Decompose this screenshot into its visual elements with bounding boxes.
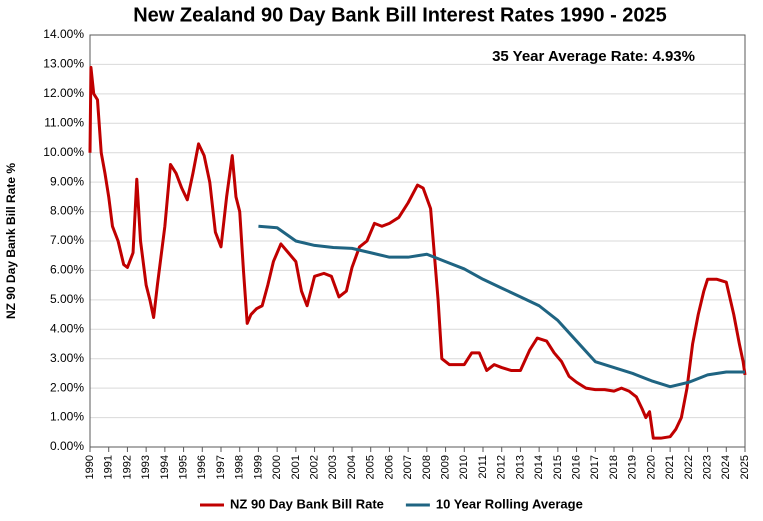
x-tick-label: 1991: [103, 455, 115, 479]
x-tick-label: 1990: [84, 455, 96, 479]
x-tick-label: 2003: [327, 455, 339, 479]
y-tick-label: 2.00%: [50, 380, 84, 394]
x-tick-label: 2008: [421, 455, 433, 479]
y-tick-label: 9.00%: [50, 174, 84, 188]
series-line: [258, 224, 745, 389]
x-tick-label: 2019: [627, 455, 639, 479]
x-tick-label: 1995: [177, 455, 189, 479]
plot-frame: [89, 34, 746, 448]
x-tick-label: 1993: [140, 455, 152, 479]
y-tick-label: 1.00%: [50, 410, 84, 424]
y-tick-label: 14.00%: [43, 27, 84, 41]
x-tick-label: 2014: [533, 455, 545, 479]
chart-title: New Zealand 90 Day Bank Bill Interest Ra…: [133, 4, 667, 26]
x-tick-label: 2022: [683, 455, 695, 479]
x-tick-label: 2020: [645, 455, 657, 479]
y-axis-label: NZ 90 Day Bank Bill Rate %: [4, 163, 18, 319]
y-tick-label: 12.00%: [43, 86, 84, 100]
x-tick-label: 1998: [234, 455, 246, 479]
y-tick-label: 5.00%: [50, 292, 84, 306]
x-tick-label: 2007: [402, 455, 414, 479]
x-tick-label: 2016: [570, 455, 582, 479]
x-tick-label: 2013: [514, 455, 526, 479]
x-tick-label: 2023: [701, 455, 713, 479]
x-tick-label: 2018: [608, 455, 620, 479]
y-tick-label: 11.00%: [44, 115, 84, 129]
x-tick-label: 2009: [439, 455, 451, 479]
legend-label: 10 Year Rolling Average: [436, 496, 583, 511]
y-tick-label: 6.00%: [50, 263, 84, 277]
legend-label: NZ 90 Day Bank Bill Rate: [230, 496, 384, 511]
x-tick-label: 1996: [196, 455, 208, 479]
x-tick-label: 2011: [477, 455, 489, 479]
series-line: [88, 65, 747, 440]
x-tick-label: 1994: [159, 455, 171, 479]
y-tick-label: 7.00%: [50, 233, 84, 247]
x-tick-label: 2010: [458, 455, 470, 479]
x-tick-label: 2015: [552, 455, 564, 479]
y-tick-label: 4.00%: [50, 321, 84, 335]
x-tick-label: 1999: [252, 455, 264, 479]
y-tick-label: 3.00%: [50, 351, 84, 365]
y-tick-label: 13.00%: [43, 57, 84, 71]
x-tick-label: 2001: [290, 455, 302, 479]
x-tick-label: 2000: [271, 455, 283, 479]
x-tick-label: 2024: [720, 455, 732, 479]
x-tick-label: 1997: [215, 455, 227, 479]
x-tick-label: 2012: [496, 455, 508, 479]
y-tick-label: 0.00%: [50, 439, 84, 453]
x-tick-label: 2025: [739, 455, 751, 479]
x-tick-label: 2006: [383, 455, 395, 479]
x-tick-label: 1992: [121, 455, 133, 479]
x-tick-label: 2005: [365, 455, 377, 479]
annotation: 35 Year Average Rate: 4.93%: [492, 48, 695, 65]
y-tick-label: 10.00%: [43, 145, 84, 159]
x-tick-label: 2017: [589, 455, 601, 479]
x-tick-label: 2002: [308, 455, 320, 479]
y-tick-label: 8.00%: [50, 204, 84, 218]
x-tick-label: 2021: [664, 455, 676, 479]
x-tick-label: 2004: [346, 455, 358, 479]
